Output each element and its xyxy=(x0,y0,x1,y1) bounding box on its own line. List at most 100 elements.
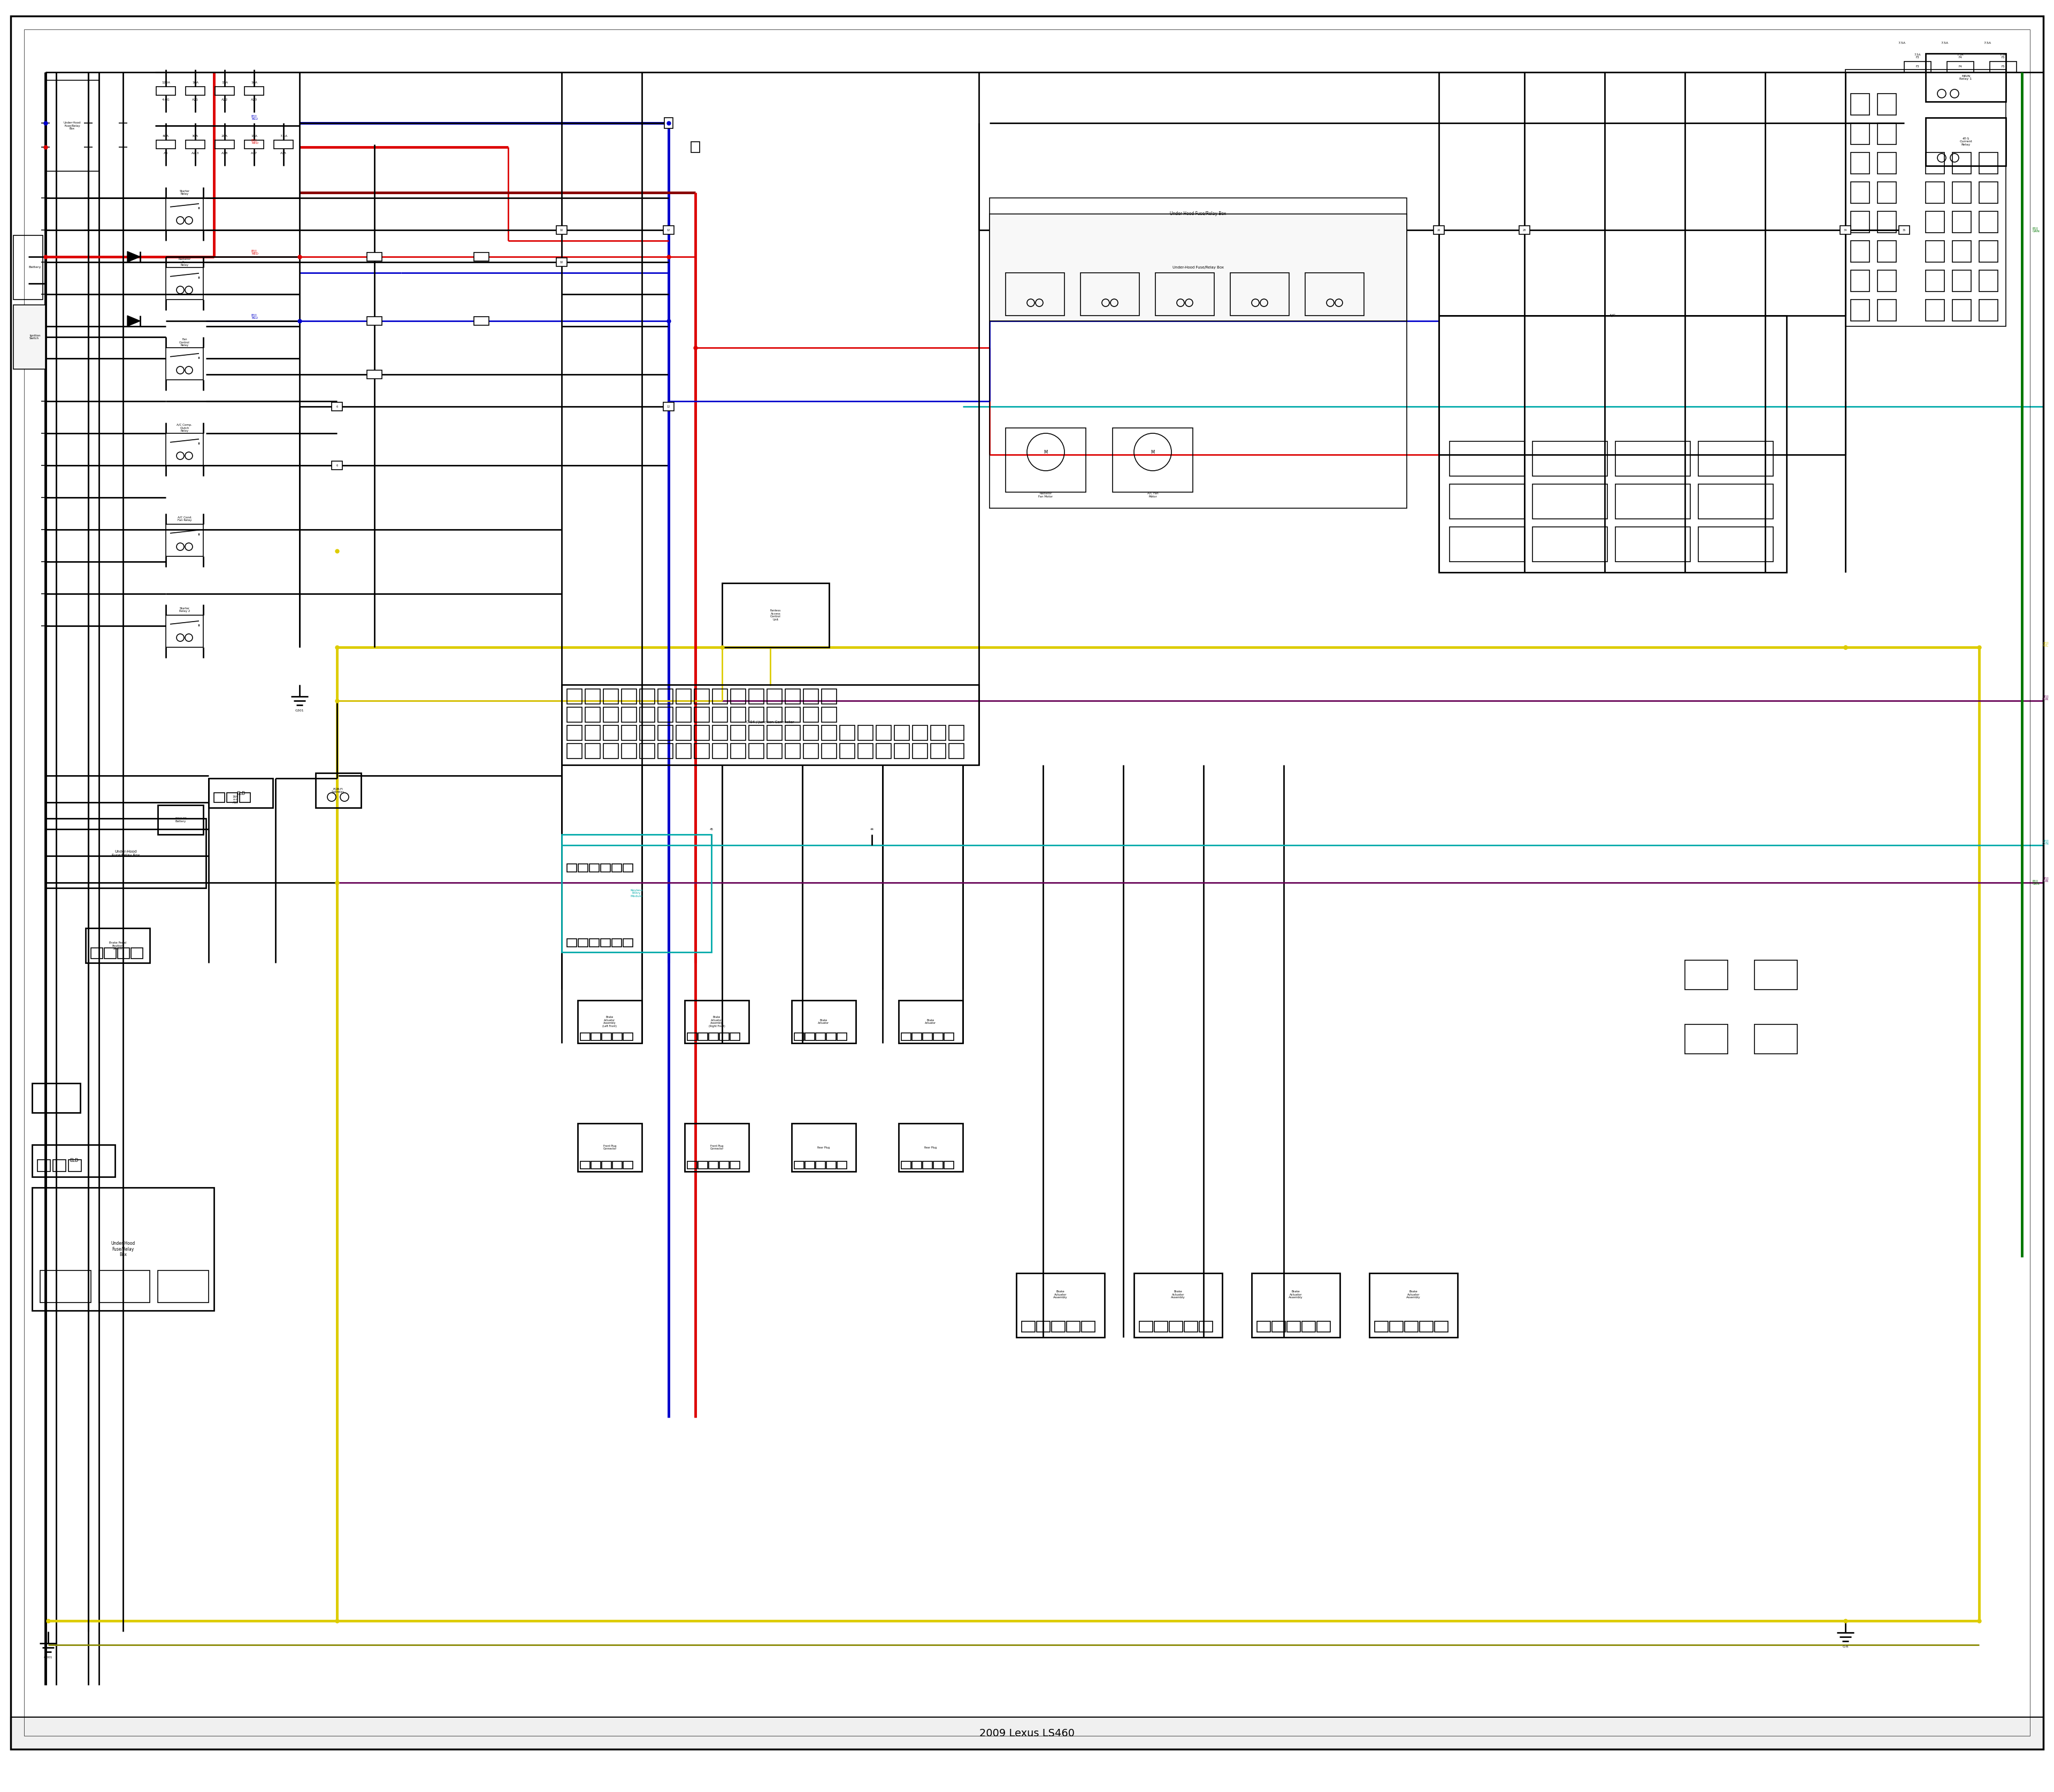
Bar xyxy=(663,118,674,129)
Text: 7.5A
F3: 7.5A F3 xyxy=(1914,54,1920,59)
Text: Under-Hood Fuse/Relay Box: Under-Hood Fuse/Relay Box xyxy=(1173,265,1224,269)
Text: 16A
o-o
A15: 16A o-o A15 xyxy=(232,796,238,805)
Bar xyxy=(785,688,801,704)
Text: A1B: A1B xyxy=(222,152,228,154)
Bar xyxy=(1082,1321,1095,1331)
Bar xyxy=(244,86,263,95)
Text: A3: A3 xyxy=(164,152,168,154)
Text: 7.5A: 7.5A xyxy=(1941,41,1947,45)
Text: A23: A23 xyxy=(251,99,257,100)
Text: Brake
Actuator: Brake Actuator xyxy=(817,1020,830,1025)
Text: F5: F5 xyxy=(2001,66,2005,68)
Text: Radiator
Fan Motor: Radiator Fan Motor xyxy=(1039,493,1054,498)
Bar xyxy=(719,1161,729,1168)
Bar xyxy=(805,1161,815,1168)
Bar xyxy=(713,688,727,704)
Bar xyxy=(822,744,836,758)
Bar xyxy=(1877,211,1896,233)
Text: F4: F4 xyxy=(1960,66,1962,68)
Bar xyxy=(1434,1321,1448,1331)
Text: Brake Pedal
Position
Switch: Brake Pedal Position Switch xyxy=(109,941,127,950)
Text: Starter
Relay: Starter Relay xyxy=(179,190,189,195)
Bar xyxy=(698,1032,709,1041)
Bar xyxy=(331,461,343,470)
Bar xyxy=(622,688,637,704)
Bar xyxy=(785,708,801,722)
Bar xyxy=(41,1271,90,1303)
Bar xyxy=(912,726,928,740)
Bar xyxy=(1877,299,1896,321)
Bar xyxy=(117,948,129,959)
Bar xyxy=(902,1032,910,1041)
Bar xyxy=(567,864,577,873)
Bar xyxy=(709,1161,719,1168)
Bar xyxy=(185,86,205,95)
Bar xyxy=(1699,484,1773,520)
Bar xyxy=(1037,1321,1050,1331)
Text: 7.5A
F5: 7.5A F5 xyxy=(2001,54,2007,59)
Bar xyxy=(226,792,238,803)
Text: [EJ]
GRN: [EJ] GRN xyxy=(2033,880,2040,885)
Bar xyxy=(602,1032,612,1041)
Bar xyxy=(1614,484,1690,520)
Bar xyxy=(185,140,205,149)
Bar xyxy=(1754,961,1797,989)
Bar xyxy=(612,1161,622,1168)
Bar xyxy=(561,835,711,952)
Bar xyxy=(86,928,150,962)
Text: Brake
Actuator
Assembly
(Right Front): Brake Actuator Assembly (Right Front) xyxy=(709,1016,725,1027)
Bar xyxy=(622,708,637,722)
Bar xyxy=(676,744,690,758)
Text: 7.5A: 7.5A xyxy=(1898,41,1906,45)
Bar xyxy=(750,708,764,722)
Bar xyxy=(1405,1321,1417,1331)
Bar xyxy=(949,726,963,740)
Text: Brake
Actuator
Assembly: Brake Actuator Assembly xyxy=(1171,1290,1185,1299)
Bar xyxy=(1113,428,1193,493)
Text: M: M xyxy=(1043,450,1048,455)
Text: [EJ]
PUR: [EJ] PUR xyxy=(2042,695,2048,701)
Text: F3: F3 xyxy=(1916,66,1918,68)
Bar xyxy=(33,1145,115,1177)
Bar xyxy=(877,744,891,758)
Bar xyxy=(1140,1321,1152,1331)
Text: Battery: Battery xyxy=(29,267,41,269)
Bar xyxy=(1419,1321,1434,1331)
Bar xyxy=(663,401,674,410)
Bar xyxy=(1271,1321,1286,1331)
Bar xyxy=(368,371,382,378)
Text: ELD: ELD xyxy=(236,790,244,796)
Bar xyxy=(785,744,801,758)
Text: IPDM-TS
Battery: IPDM-TS Battery xyxy=(175,817,187,823)
Bar xyxy=(1898,226,1910,235)
Bar xyxy=(684,1124,750,1172)
Bar xyxy=(766,688,783,704)
Text: G001: G001 xyxy=(43,1656,53,1659)
Bar xyxy=(1953,271,1972,292)
Bar xyxy=(922,1161,933,1168)
Bar xyxy=(612,1032,622,1041)
Bar xyxy=(1904,61,1931,72)
Bar xyxy=(1877,124,1896,145)
Text: PGM-FI
Subrelay: PGM-FI Subrelay xyxy=(331,788,345,794)
Bar xyxy=(1440,315,1787,572)
Bar xyxy=(581,1032,589,1041)
Bar xyxy=(273,140,294,149)
Bar xyxy=(622,939,633,946)
Polygon shape xyxy=(127,251,140,262)
Bar xyxy=(1450,527,1524,561)
Bar xyxy=(210,778,273,808)
Text: 35: 35 xyxy=(1902,229,1906,231)
Bar xyxy=(1927,299,1945,321)
Bar xyxy=(1006,428,1087,493)
Bar xyxy=(1877,240,1896,262)
Text: [EJ]
GRN: [EJ] GRN xyxy=(2033,228,2040,233)
Bar xyxy=(750,688,764,704)
Text: Fanless
Access
Control
Unit: Fanless Access Control Unit xyxy=(770,609,781,622)
Bar xyxy=(709,1032,719,1041)
Text: 12: 12 xyxy=(668,229,670,231)
Bar xyxy=(795,1161,803,1168)
Bar xyxy=(158,805,203,835)
Bar xyxy=(579,939,587,946)
Bar xyxy=(567,726,581,740)
